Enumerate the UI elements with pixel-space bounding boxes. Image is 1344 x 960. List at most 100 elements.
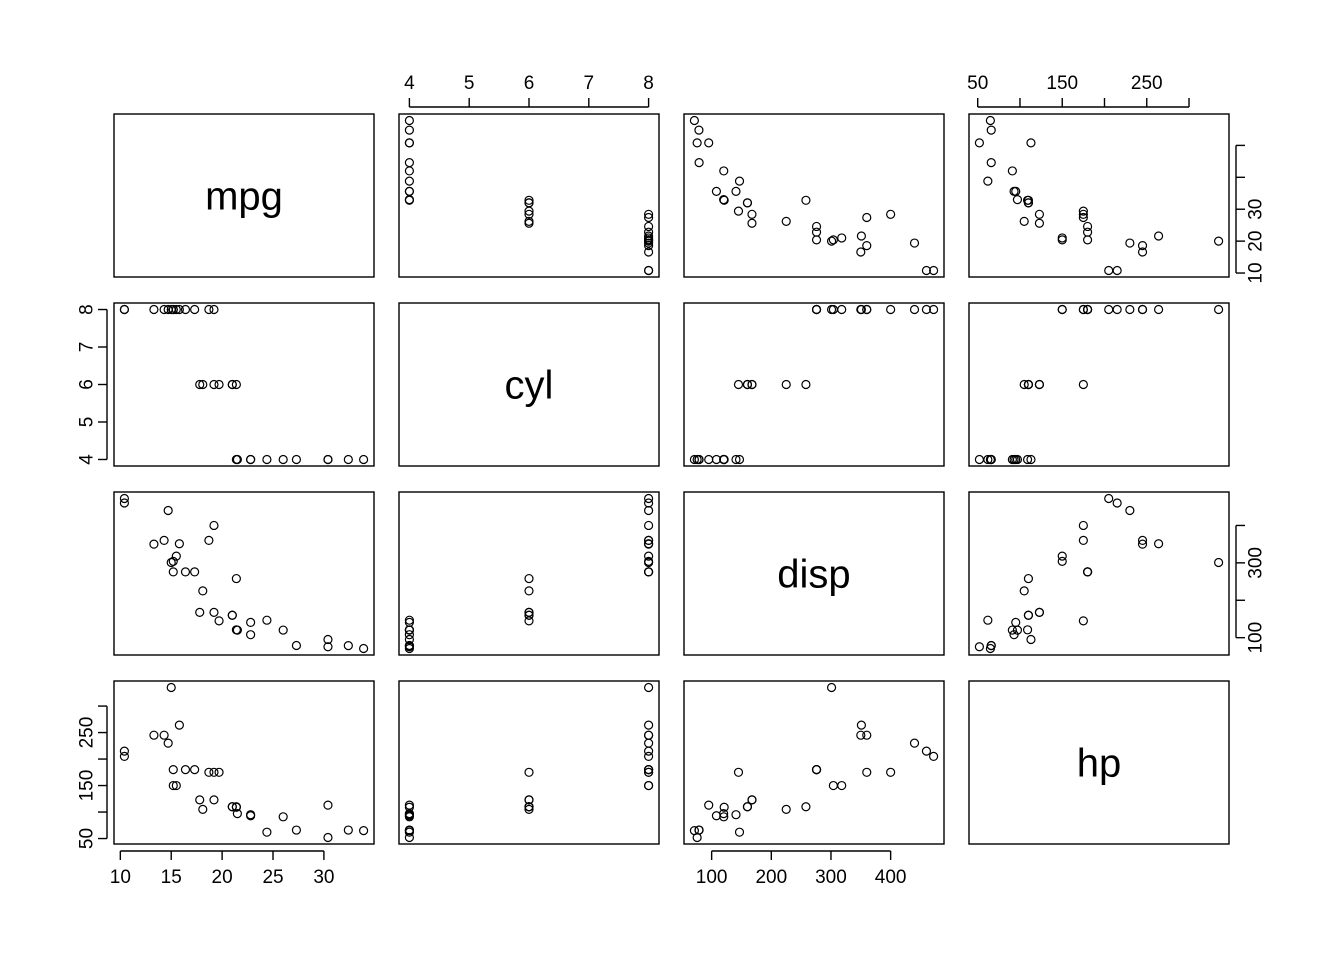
point-mpg-vs-cyl-8 — [405, 187, 413, 195]
point-disp-vs-hp-10 — [1035, 608, 1043, 616]
point-cyl-vs-hp-29 — [1079, 381, 1087, 389]
tick-label-bottom-mpg-20: 20 — [212, 867, 233, 888]
point-hp-vs-disp-5 — [782, 805, 790, 813]
point-hp-vs-mpg-11 — [181, 766, 189, 774]
point-disp-vs-mpg-7 — [263, 616, 271, 624]
point-hp-vs-disp-7 — [736, 828, 744, 836]
point-cyl-vs-disp-31 — [720, 455, 728, 463]
point-cyl-vs-mpg-8 — [247, 455, 255, 463]
tick-label-right-mpg-10: 10 — [1246, 262, 1267, 283]
point-mpg-vs-disp-17 — [695, 126, 703, 134]
point-mpg-vs-disp-5 — [782, 217, 790, 225]
point-mpg-vs-cyl-27 — [405, 139, 413, 147]
point-mpg-vs-disp-29 — [734, 207, 742, 215]
tick-label-left-cyl-6: 6 — [77, 379, 98, 390]
tick-label-top-hp-150: 150 — [1046, 73, 1078, 94]
point-hp-vs-disp-25 — [695, 826, 703, 834]
point-cyl-vs-mpg-23 — [150, 306, 158, 314]
point-cyl-vs-mpg-27 — [324, 455, 332, 463]
point-cyl-vs-mpg-26 — [279, 455, 287, 463]
point-mpg-vs-disp-1 — [743, 199, 751, 207]
tick-label-top-cyl-7: 7 — [584, 73, 595, 94]
point-disp-vs-hp-30 — [1215, 558, 1223, 566]
point-disp-vs-mpg-12 — [191, 568, 199, 576]
point-disp-vs-cyl-16 — [645, 506, 653, 514]
point-cyl-vs-disp-29 — [734, 381, 742, 389]
point-disp-vs-cyl-29 — [525, 617, 533, 625]
point-hp-vs-mpg-15 — [120, 747, 128, 755]
point-cyl-vs-mpg-12 — [191, 306, 199, 314]
variable-label-disp: disp — [777, 553, 850, 597]
point-cyl-vs-hp-15 — [1113, 306, 1121, 314]
tick-label-bottom-disp-100: 100 — [696, 867, 728, 888]
point-hp-vs-disp-13 — [813, 766, 821, 774]
point-cyl-vs-hp-28 — [1155, 306, 1163, 314]
point-disp-vs-mpg-6 — [160, 536, 168, 544]
point-cyl-vs-disp-27 — [705, 455, 713, 463]
point-hp-vs-disp-16 — [911, 739, 919, 747]
point-cyl-vs-disp-24 — [887, 306, 895, 314]
point-mpg-vs-hp-16 — [1126, 239, 1134, 247]
point-mpg-vs-disp-24 — [887, 210, 895, 218]
point-cyl-vs-disp-3 — [802, 381, 810, 389]
point-mpg-vs-cyl-17 — [405, 126, 413, 134]
point-cyl-vs-mpg-25 — [292, 455, 300, 463]
point-hp-vs-mpg-17 — [344, 826, 352, 834]
point-mpg-vs-hp-30 — [1215, 237, 1223, 245]
panel-border-disp-mpg — [114, 492, 374, 655]
point-mpg-vs-disp-16 — [911, 239, 919, 247]
point-hp-vs-disp-28 — [857, 721, 865, 729]
point-mpg-vs-disp-13 — [813, 236, 821, 244]
point-disp-vs-hp-5 — [1020, 587, 1028, 595]
point-hp-vs-cyl-29 — [525, 768, 533, 776]
point-disp-vs-hp-29 — [1079, 617, 1087, 625]
point-hp-vs-mpg-6 — [160, 731, 168, 739]
panel-border-cyl-mpg — [114, 303, 374, 466]
point-disp-vs-mpg-16 — [164, 506, 172, 514]
point-disp-vs-mpg-29 — [215, 617, 223, 625]
point-mpg-vs-hp-15 — [1113, 266, 1121, 274]
tick-label-bottom-mpg-25: 25 — [262, 867, 283, 888]
point-disp-vs-mpg-24 — [210, 521, 218, 529]
variable-label-cyl: cyl — [505, 364, 554, 408]
panel-border-hp-disp — [684, 681, 944, 844]
point-mpg-vs-hp-22 — [1058, 236, 1066, 244]
tick-label-top-cyl-8: 8 — [643, 73, 654, 94]
point-mpg-vs-disp-19 — [690, 117, 698, 125]
point-hp-vs-mpg-28 — [175, 721, 183, 729]
point-hp-vs-cyl-16 — [645, 739, 653, 747]
point-disp-vs-mpg-1 — [228, 611, 236, 619]
point-hp-vs-mpg-23 — [150, 731, 158, 739]
point-disp-vs-hp-7 — [984, 616, 992, 624]
point-hp-vs-mpg-7 — [263, 828, 271, 836]
point-hp-vs-disp-29 — [734, 768, 742, 776]
point-disp-vs-cyl-31 — [405, 626, 413, 634]
point-mpg-vs-hp-13 — [1084, 236, 1092, 244]
point-disp-vs-cyl-13 — [645, 568, 653, 576]
point-mpg-vs-hp-19 — [986, 117, 994, 125]
point-cyl-vs-hp-30 — [1215, 306, 1223, 314]
point-hp-vs-disp-15 — [922, 747, 930, 755]
point-mpg-vs-disp-4 — [863, 214, 871, 222]
point-hp-vs-disp-21 — [838, 782, 846, 790]
tick-label-top-cyl-5: 5 — [464, 73, 475, 94]
point-mpg-vs-hp-7 — [984, 177, 992, 185]
point-hp-vs-disp-24 — [887, 768, 895, 776]
point-mpg-vs-hp-14 — [1105, 266, 1113, 274]
point-disp-vs-hp-31 — [1024, 626, 1032, 634]
point-cyl-vs-hp-10 — [1035, 381, 1043, 389]
point-disp-vs-hp-1 — [1024, 611, 1032, 619]
point-disp-vs-mpg-17 — [344, 642, 352, 650]
point-hp-vs-mpg-5 — [199, 805, 207, 813]
tick-label-right-mpg-15: 20 — [1246, 231, 1267, 252]
point-mpg-vs-hp-10 — [1035, 219, 1043, 227]
point-cyl-vs-hp-22 — [1058, 306, 1066, 314]
point-mpg-vs-hp-17 — [987, 126, 995, 134]
point-mpg-vs-disp-3 — [802, 196, 810, 204]
point-hp-vs-mpg-30 — [167, 684, 175, 692]
tick-label-right-disp-100: 100 — [1246, 622, 1267, 654]
panel-border-cyl-disp — [684, 303, 944, 466]
point-hp-vs-disp-8 — [732, 811, 740, 819]
point-cyl-vs-disp-28 — [857, 306, 865, 314]
point-disp-vs-mpg-19 — [360, 644, 368, 652]
